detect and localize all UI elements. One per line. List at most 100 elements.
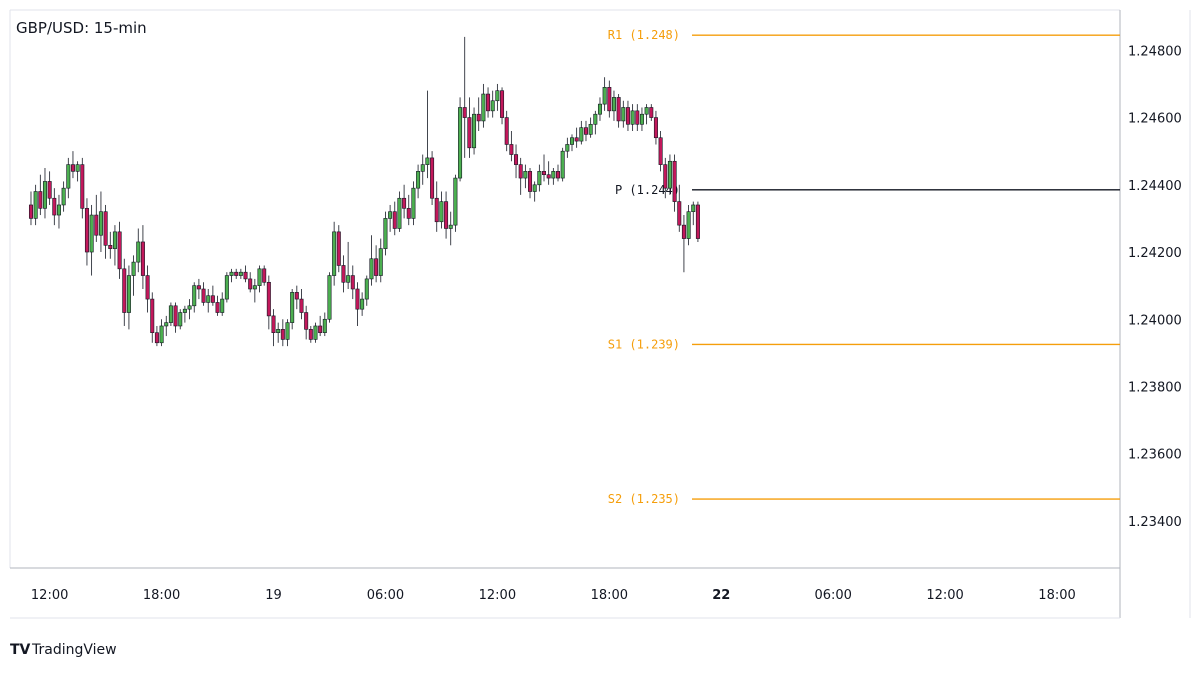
candle-body-down xyxy=(672,160,677,202)
candle-body-down xyxy=(318,325,323,333)
time-tick-label: 18:00 xyxy=(143,588,180,603)
candle-body-down xyxy=(374,258,379,276)
candle-body-up xyxy=(691,204,696,212)
candle-body-up xyxy=(495,90,500,102)
candle xyxy=(154,325,159,347)
candle xyxy=(644,104,649,125)
candle-body-down xyxy=(556,171,561,179)
candle xyxy=(224,272,229,303)
candle xyxy=(495,83,500,111)
candle-body-up xyxy=(322,318,327,333)
candle xyxy=(462,36,467,158)
time-tick-label: 06:00 xyxy=(367,588,404,603)
candle xyxy=(318,315,323,337)
price-tick-label: 1.23800 xyxy=(1128,380,1182,395)
candle xyxy=(66,157,71,199)
candle-body-down xyxy=(215,302,220,313)
candle xyxy=(653,110,658,145)
candle-body-up xyxy=(481,93,486,122)
candle xyxy=(677,184,682,232)
candle xyxy=(523,164,528,189)
candle-body-up xyxy=(136,241,141,263)
price-axis[interactable]: 1.24800 1.24600 1.24400 1.24200 1.24000 1.238… xyxy=(1128,44,1182,530)
candle-body-down xyxy=(262,268,267,283)
candle xyxy=(299,289,304,320)
candle-body-up xyxy=(224,275,229,300)
candle-body-down xyxy=(476,113,481,122)
candle xyxy=(579,120,584,145)
candle xyxy=(84,198,89,266)
price-tick-label: 1.24800 xyxy=(1128,44,1182,59)
candle xyxy=(551,167,556,185)
candle-body-up xyxy=(458,107,463,179)
candlesticks xyxy=(28,36,700,347)
candle xyxy=(308,325,313,343)
candle-body-down xyxy=(280,329,285,340)
candle-body-down xyxy=(514,154,519,165)
candle-body-down xyxy=(70,164,75,172)
candle xyxy=(532,181,537,202)
candle xyxy=(420,154,425,185)
candle xyxy=(360,292,365,316)
candle xyxy=(635,104,640,132)
candle xyxy=(126,265,131,330)
candle-body-down xyxy=(94,214,99,236)
candle-body-down xyxy=(574,137,579,142)
candle xyxy=(500,87,505,125)
candle xyxy=(47,171,52,205)
candle-body-down xyxy=(681,224,686,239)
candle-body-down xyxy=(546,174,551,179)
candle-body-down xyxy=(243,271,248,280)
candle xyxy=(518,157,523,195)
candle xyxy=(33,184,38,226)
tradingview-logo-icon: TV xyxy=(10,642,31,658)
candle xyxy=(252,278,257,303)
candle-body-up xyxy=(579,127,584,142)
candle-body-up xyxy=(425,157,430,165)
candle-body-down xyxy=(304,312,309,330)
price-tick-label: 1.23600 xyxy=(1128,448,1182,463)
candle-body-down xyxy=(504,117,509,145)
candle xyxy=(178,309,183,330)
candle xyxy=(70,151,75,179)
candle-body-down xyxy=(518,164,523,179)
time-axis[interactable]: 12:00 18:00 19 06:00 12:00 18:00 22 06:00 12:00 1… xyxy=(31,588,1076,603)
candle-body-down xyxy=(210,295,215,303)
candle xyxy=(266,275,271,330)
candle-body-down xyxy=(308,329,313,340)
candle xyxy=(150,292,155,343)
candle xyxy=(350,265,355,300)
candle xyxy=(108,231,113,259)
candle-body-down xyxy=(607,87,612,112)
candle-body-down xyxy=(625,107,630,125)
candle xyxy=(159,319,164,347)
candle-body-up xyxy=(472,113,477,149)
candle-body-down xyxy=(444,201,449,229)
candle-body-up xyxy=(159,325,164,344)
candle-body-up xyxy=(360,298,365,310)
candle-body-down xyxy=(583,127,588,135)
candle xyxy=(681,215,686,273)
candle xyxy=(556,164,561,182)
candle-body-up xyxy=(369,258,374,280)
candle-body-up xyxy=(33,191,38,219)
candle xyxy=(448,211,453,246)
candle xyxy=(304,305,309,340)
candle-body-down xyxy=(234,271,239,276)
candle-body-down xyxy=(486,93,491,112)
candle xyxy=(402,184,407,219)
tradingview-logo[interactable]: TV TradingView xyxy=(10,642,117,658)
candle-body-up xyxy=(164,322,169,327)
candle-body-up xyxy=(588,123,593,135)
candle-body-up xyxy=(346,275,351,283)
candle xyxy=(416,164,421,199)
candle-body-up xyxy=(168,305,173,323)
candle xyxy=(481,83,486,128)
candle xyxy=(75,161,80,182)
candle-body-up xyxy=(686,211,691,239)
time-tick-label: 12:00 xyxy=(479,588,516,603)
candle xyxy=(560,147,565,182)
candle xyxy=(229,268,234,283)
candle xyxy=(430,151,435,205)
